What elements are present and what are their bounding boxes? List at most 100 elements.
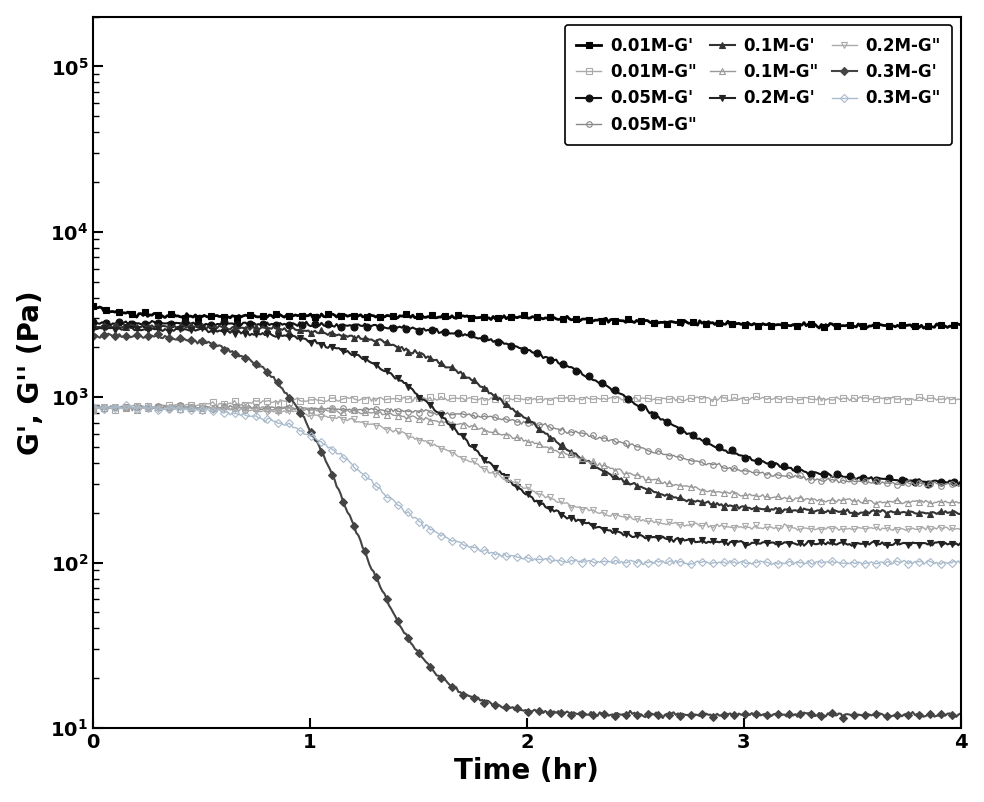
0.1M-G' bbox=[720, 499, 732, 508]
0.3M-G" bbox=[88, 402, 99, 411]
0.05M-G' bbox=[433, 328, 445, 338]
0.01M-G" bbox=[954, 395, 966, 404]
0.1M-G" bbox=[433, 417, 445, 427]
0.05M-G' bbox=[372, 322, 384, 332]
0.1M-G" bbox=[372, 409, 384, 419]
0.1M-G' bbox=[372, 335, 384, 345]
0.3M-G" bbox=[433, 529, 445, 539]
0.05M-G' bbox=[954, 477, 966, 487]
0.1M-G" bbox=[954, 498, 966, 508]
0.01M-G' bbox=[633, 317, 645, 326]
0.1M-G' bbox=[852, 509, 864, 519]
0.2M-G' bbox=[88, 324, 99, 334]
0.1M-G' bbox=[111, 319, 123, 329]
0.01M-G' bbox=[954, 320, 966, 330]
0.2M-G" bbox=[715, 520, 727, 530]
0.1M-G' bbox=[433, 358, 445, 368]
0.1M-G" bbox=[635, 472, 646, 482]
0.05M-G" bbox=[954, 480, 966, 490]
0.05M-G" bbox=[194, 404, 206, 414]
0.05M-G' bbox=[88, 317, 99, 326]
0.05M-G" bbox=[715, 462, 727, 472]
X-axis label: Time (hr): Time (hr) bbox=[455, 757, 599, 785]
Line: 0.2M-G": 0.2M-G" bbox=[91, 403, 963, 533]
0.01M-G" bbox=[433, 395, 445, 404]
0.2M-G' bbox=[846, 541, 858, 550]
0.05M-G" bbox=[433, 409, 445, 419]
0.01M-G" bbox=[720, 393, 732, 403]
0.2M-G" bbox=[433, 442, 445, 452]
0.3M-G" bbox=[722, 559, 734, 569]
0.05M-G" bbox=[372, 406, 384, 415]
0.01M-G" bbox=[814, 391, 826, 401]
0.05M-G" bbox=[635, 443, 646, 452]
0.3M-G" bbox=[954, 559, 966, 569]
0.01M-G' bbox=[431, 313, 443, 322]
0.05M-G" bbox=[174, 400, 186, 410]
0.05M-G' bbox=[715, 444, 727, 453]
0.2M-G' bbox=[720, 537, 732, 546]
0.05M-G' bbox=[194, 318, 206, 328]
0.05M-G' bbox=[635, 402, 646, 411]
0.01M-G' bbox=[717, 319, 729, 329]
0.1M-G" bbox=[88, 404, 99, 414]
0.2M-G' bbox=[194, 324, 206, 334]
0.1M-G" bbox=[870, 500, 882, 509]
0.1M-G' bbox=[715, 500, 727, 509]
0.3M-G' bbox=[372, 576, 384, 585]
0.3M-G' bbox=[102, 329, 114, 338]
Line: 0.3M-G': 0.3M-G' bbox=[91, 331, 963, 721]
0.01M-G" bbox=[96, 406, 108, 415]
0.3M-G' bbox=[717, 711, 729, 720]
0.2M-G" bbox=[635, 516, 646, 526]
0.3M-G" bbox=[635, 557, 646, 566]
0.05M-G' bbox=[953, 480, 964, 489]
0.2M-G" bbox=[720, 522, 732, 532]
Line: 0.05M-G": 0.05M-G" bbox=[91, 402, 963, 490]
Line: 0.01M-G': 0.01M-G' bbox=[90, 302, 964, 331]
0.1M-G' bbox=[194, 321, 206, 330]
0.3M-G" bbox=[120, 401, 132, 411]
0.1M-G" bbox=[217, 400, 229, 410]
0.3M-G" bbox=[194, 404, 206, 414]
0.1M-G" bbox=[192, 405, 204, 415]
0.3M-G' bbox=[657, 713, 669, 723]
0.01M-G" bbox=[372, 394, 384, 403]
0.2M-G" bbox=[88, 403, 99, 413]
0.3M-G" bbox=[717, 557, 729, 567]
0.3M-G" bbox=[372, 483, 384, 492]
0.05M-G" bbox=[720, 464, 732, 473]
0.3M-G' bbox=[433, 671, 445, 681]
0.01M-G" bbox=[194, 399, 206, 409]
0.05M-G' bbox=[720, 446, 732, 456]
Legend: 0.01M-G', 0.01M-G", 0.05M-G', 0.05M-G", 0.1M-G', 0.1M-G", 0.2M-G', 0.2M-G", 0.3M: 0.01M-G', 0.01M-G", 0.05M-G', 0.05M-G", … bbox=[565, 25, 953, 145]
0.01M-G' bbox=[192, 313, 204, 322]
0.2M-G' bbox=[635, 530, 646, 540]
0.2M-G' bbox=[715, 537, 727, 546]
0.3M-G' bbox=[722, 710, 734, 719]
0.01M-G' bbox=[370, 312, 382, 322]
Line: 0.05M-G': 0.05M-G' bbox=[90, 318, 964, 488]
0.3M-G' bbox=[954, 709, 966, 719]
Line: 0.01M-G": 0.01M-G" bbox=[91, 393, 963, 413]
0.01M-G' bbox=[918, 323, 930, 333]
0.3M-G' bbox=[635, 710, 646, 719]
Line: 0.1M-G': 0.1M-G' bbox=[90, 320, 964, 518]
0.2M-G' bbox=[122, 322, 134, 332]
Line: 0.2M-G': 0.2M-G' bbox=[90, 323, 964, 549]
0.2M-G' bbox=[372, 361, 384, 371]
0.1M-G" bbox=[720, 487, 732, 496]
0.3M-G' bbox=[88, 331, 99, 341]
0.01M-G' bbox=[88, 301, 99, 310]
0.2M-G" bbox=[372, 420, 384, 430]
0.01M-G" bbox=[715, 391, 727, 401]
0.05M-G" bbox=[88, 403, 99, 413]
0.05M-G" bbox=[920, 482, 932, 492]
0.3M-G" bbox=[638, 560, 649, 569]
0.2M-G' bbox=[954, 538, 966, 548]
0.01M-G" bbox=[88, 405, 99, 415]
0.1M-G" bbox=[715, 488, 727, 497]
Line: 0.3M-G": 0.3M-G" bbox=[91, 403, 963, 568]
0.2M-G" bbox=[954, 525, 966, 534]
0.2M-G" bbox=[194, 404, 206, 414]
